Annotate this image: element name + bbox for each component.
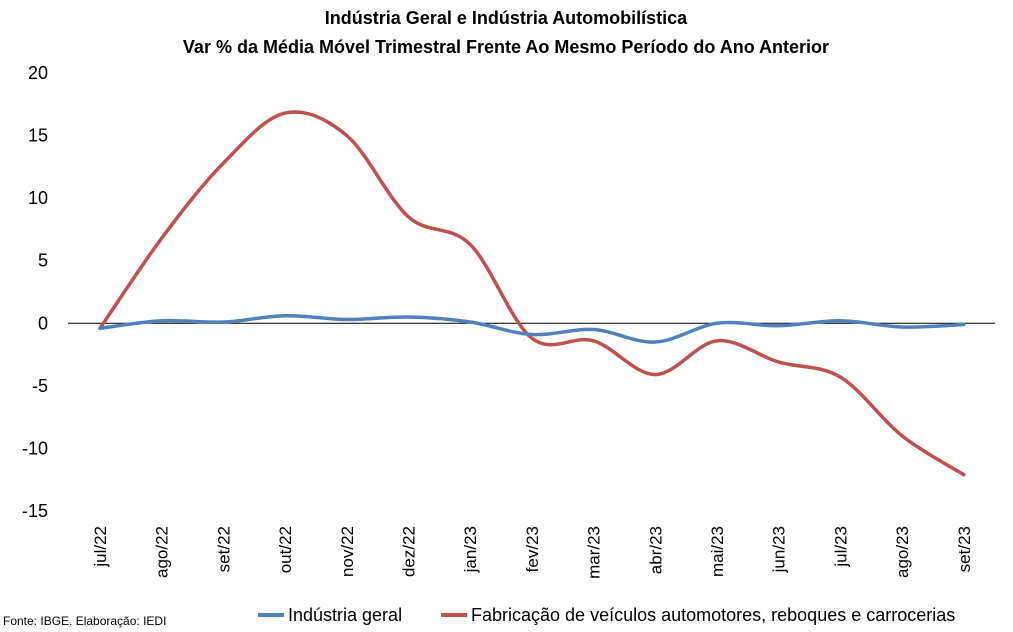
x-tick-label: jul/22 [91,526,110,568]
x-tick-label: ago/22 [153,526,172,578]
y-tick-label: 15 [28,126,48,146]
legend-label-veiculos: Fabricação de veículos automotores, rebo… [471,605,955,625]
x-tick-label: abr/23 [646,526,665,574]
x-tick-label: jun/23 [770,526,789,573]
x-tick-label: mar/23 [585,526,604,579]
x-axis-tick-labels: jul/22 ago/22 set/22 out/22 nov/22 dez/22 jan/… [91,526,974,579]
y-tick-label: 5 [38,251,48,271]
y-tick-label: -15 [22,501,48,521]
x-tick-label: set/23 [955,526,974,572]
x-tick-label: nov/22 [338,526,357,577]
y-tick-label: -5 [32,376,48,396]
series-line-veiculos [98,110,966,477]
y-tick-label: 20 [28,63,48,83]
x-tick-label: fev/23 [523,526,542,572]
x-tick-label: jan/23 [461,526,480,573]
legend-label-industria-geral: Indústria geral [288,605,402,625]
x-tick-label: dez/22 [400,526,419,577]
chart-title-line2: Var % da Média Móvel Trimestral Frente A… [183,37,829,57]
legend: Indústria geral Fabricação de veículos a… [258,605,955,625]
x-tick-label: mai/23 [708,526,727,577]
series-line-industria-geral [98,314,966,344]
y-tick-label: 0 [38,313,48,333]
series-lines [98,110,966,477]
source-note: Fonte: IBGE. Elaboração: IEDI [3,614,166,628]
y-tick-label: 10 [28,188,48,208]
y-axis-tick-labels: 20 15 10 5 0 -5 -10 -15 [22,63,48,521]
x-tick-label: ago/23 [893,526,912,578]
x-tick-label: set/22 [214,526,233,572]
x-tick-label: out/22 [276,526,295,573]
y-tick-label: -10 [22,438,48,458]
x-tick-label: jul/23 [831,526,850,568]
chart-title-line1: Indústria Geral e Indústria Automobilíst… [325,8,688,28]
